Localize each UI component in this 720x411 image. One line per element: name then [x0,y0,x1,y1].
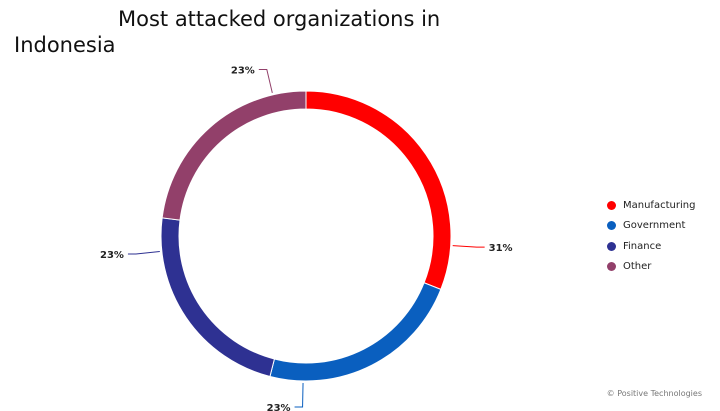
leader-line-government [294,382,304,408]
slice-finance [160,217,276,378]
legend-item-government: Government [607,216,695,237]
copyright-watermark: © Positive Technologies [606,389,702,398]
legend-item-finance: Finance [607,236,695,257]
slice-government [269,282,442,382]
chart-legend: Manufacturing Government Finance Other [607,195,695,277]
data-label-manufacturing: 31% [489,243,513,254]
data-label-finance: 23% [100,250,124,261]
legend-label-manufacturing: Manufacturing [623,199,696,211]
data-label-government: 23% [267,403,291,411]
chart-title-line-1: Most attacked organizations in [118,7,441,31]
legend-swatch-manufacturing [607,200,616,210]
slice-manufacturing [305,90,452,291]
legend-swatch-finance [607,241,616,251]
legend-item-manufacturing: Manufacturing [607,195,695,216]
legend-label-other: Other [623,261,652,273]
legend-label-government: Government [623,220,686,232]
slice-other [161,90,307,221]
data-label-other: 23% [231,66,255,77]
legend-item-other: Other [607,257,695,278]
legend-label-finance: Finance [623,240,662,252]
legend-swatch-other [607,262,616,272]
chart-title: Most attacked organizations in Indonesia [14,6,444,58]
leader-line-manufacturing [452,245,485,248]
legend-swatch-government [607,221,616,231]
leader-line-finance [127,250,160,255]
chart-title-line-2: Indonesia [14,33,116,57]
leader-line-other [258,69,273,94]
